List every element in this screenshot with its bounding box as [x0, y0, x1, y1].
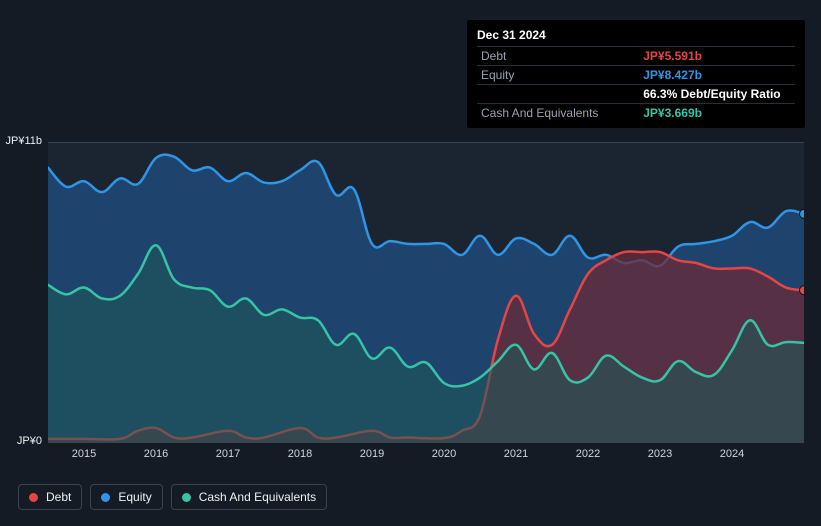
tooltip-row-value: JP¥5.591b: [639, 47, 795, 66]
legend-item-debt[interactable]: Debt: [18, 484, 82, 510]
x-axis-labels: 2015 2016 2017 2018 2019 2020 2021 2022 2023 2024: [48, 448, 804, 464]
chart-plot-area: [48, 142, 804, 442]
x-axis-tick-label: 2022: [576, 448, 600, 460]
legend-dot-icon: [29, 493, 38, 502]
tooltip-row-label: Cash And Equivalents: [477, 104, 639, 123]
legend: Debt Equity Cash And Equivalents: [18, 484, 327, 510]
y-axis-tick-label: JP¥0: [0, 435, 42, 447]
tooltip-row-label: Equity: [477, 66, 639, 85]
x-axis-tick-label: 2019: [360, 448, 384, 460]
legend-item-label: Cash And Equivalents: [199, 490, 316, 504]
data-tooltip: Dec 31 2024 DebtJP¥5.591bEquityJP¥8.427b…: [467, 20, 805, 128]
legend-item-cash-and-equivalents[interactable]: Cash And Equivalents: [171, 484, 327, 510]
x-axis-tick-label: 2020: [432, 448, 456, 460]
x-axis-tick-label: 2021: [504, 448, 528, 460]
tooltip-table: DebtJP¥5.591bEquityJP¥8.427b66.3% Debt/E…: [477, 46, 795, 122]
series-marker: [800, 286, 805, 295]
tooltip-row-label: [477, 85, 639, 104]
legend-item-label: Debt: [46, 490, 71, 504]
tooltip-row-value: 66.3% Debt/Equity Ratio: [639, 85, 795, 104]
tooltip-date: Dec 31 2024: [477, 26, 795, 46]
legend-item-label: Equity: [118, 490, 151, 504]
x-axis-tick-label: 2017: [216, 448, 240, 460]
x-axis-tick-label: 2023: [648, 448, 672, 460]
x-axis-tick-label: 2024: [720, 448, 744, 460]
legend-dot-icon: [101, 493, 110, 502]
tooltip-row-value: JP¥8.427b: [639, 66, 795, 85]
tooltip-row-label: Debt: [477, 47, 639, 66]
legend-item-equity[interactable]: Equity: [90, 484, 162, 510]
x-axis-tick-label: 2015: [72, 448, 96, 460]
y-axis-tick-label: JP¥11b: [0, 135, 42, 147]
x-axis-tick-label: 2016: [144, 448, 168, 460]
chart-svg: [48, 143, 804, 443]
tooltip-row-value: JP¥3.669b: [639, 104, 795, 123]
x-axis-tick-label: 2018: [288, 448, 312, 460]
series-marker: [800, 209, 805, 218]
legend-dot-icon: [182, 493, 191, 502]
